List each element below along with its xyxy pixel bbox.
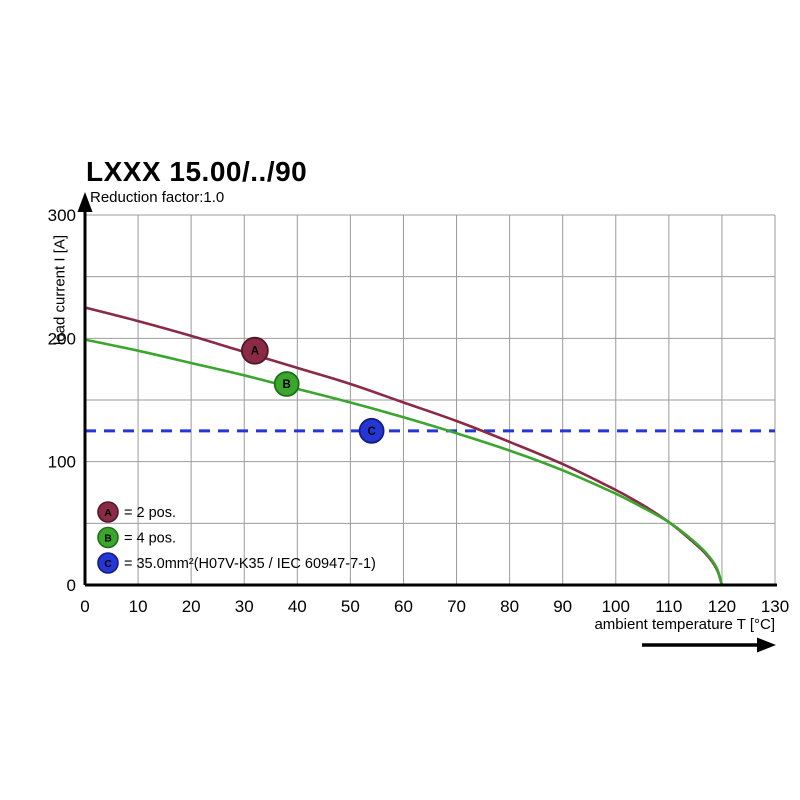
legend-marker-a [97, 501, 119, 523]
chart-title: LXXX 15.00/../90 [86, 156, 308, 187]
x-tick-label: 20 [182, 597, 201, 616]
legend-marker-letter-c: C [104, 558, 112, 570]
x-tick-label: 130 [761, 597, 789, 616]
legend-marker-letter-a: A [104, 507, 112, 519]
x-tick-label: 90 [553, 597, 572, 616]
y-axis-label: load current I [A] [51, 234, 69, 346]
x-axis-arrow [757, 637, 776, 653]
reference-c-marker [358, 417, 385, 444]
x-tick-label: 70 [447, 597, 466, 616]
y-tick-label: 200 [48, 329, 76, 348]
legend-marker-c [97, 552, 119, 574]
y-tick-label: 100 [48, 453, 76, 472]
chart-subtitle: Reduction factor:1.0 [90, 189, 225, 206]
x-tick-label: 110 [655, 597, 682, 616]
x-tick-label: 120 [708, 597, 736, 616]
y-tick-label: 300 [48, 206, 76, 225]
series-b-marker-label: B [283, 379, 291, 391]
x-tick-label: 40 [288, 597, 307, 616]
curve-b [83, 338, 724, 587]
legend-marker-letter-b: B [104, 532, 112, 544]
x-axis-label: ambient temperature T [°C] [594, 616, 775, 633]
series-a-marker [240, 336, 269, 365]
reference-c-marker-label: C [367, 426, 375, 438]
series-b-marker [273, 371, 300, 397]
series-a-marker-label: A [251, 346, 259, 358]
legend-marker-b [97, 526, 119, 549]
y-axis-arrow [77, 192, 93, 212]
x-tick-label: 60 [394, 597, 413, 616]
legend-text-b: = 4 pos. [124, 531, 176, 547]
x-tick-label: 100 [602, 597, 630, 616]
x-tick-label: 80 [500, 597, 519, 616]
y-tick-label: 0 [67, 576, 76, 595]
x-tick-label: 0 [80, 597, 89, 616]
x-tick-label: 50 [341, 597, 360, 616]
x-tick-label: 30 [235, 597, 254, 616]
x-tick-label: 10 [129, 597, 148, 616]
legend-text-a: = 2 pos. [124, 505, 176, 521]
legend-text-c: = 35.0mm²(H07V-K35 / IEC 60947-7-1) [124, 556, 376, 572]
